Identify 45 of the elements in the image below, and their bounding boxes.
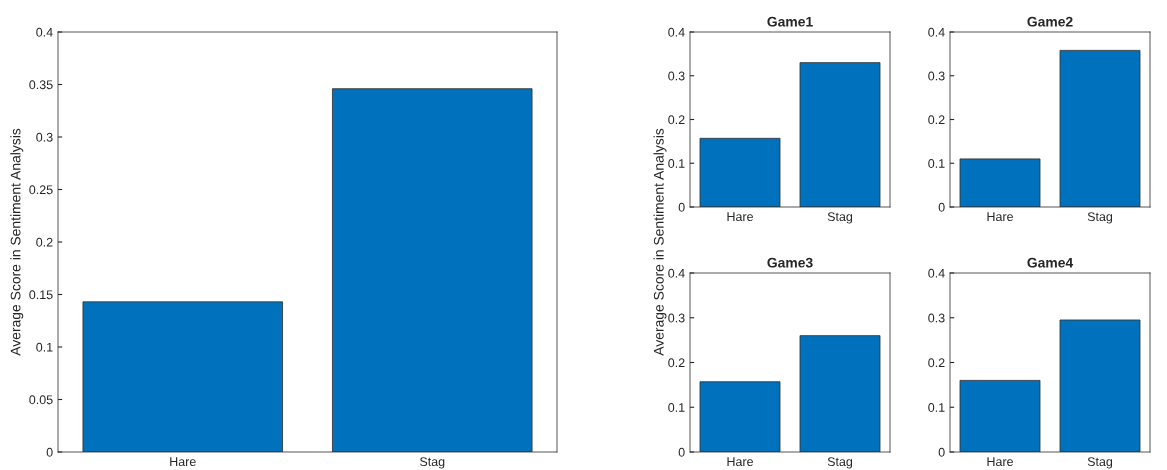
y-axis-title: Average Score in Sentiment Analysis xyxy=(653,128,667,356)
y-tick-label: 0.1 xyxy=(668,403,685,412)
x-tick-label: Stag xyxy=(827,212,853,224)
chart-title: Game1 xyxy=(767,16,813,27)
y-tick-label: 0.3 xyxy=(36,132,53,142)
y-tick-label: 0.2 xyxy=(668,115,685,125)
chart-title: Game4 xyxy=(1027,257,1074,268)
y-tick-label: 0.2 xyxy=(928,115,945,125)
y-tick-label: 0.05 xyxy=(29,395,53,405)
y-tick-label: 0.1 xyxy=(36,342,53,352)
y-tick-label: 0.1 xyxy=(928,403,945,412)
y-tick-label: 0.1 xyxy=(668,159,685,168)
x-tick-label: Stag xyxy=(1087,457,1113,469)
x-tick-label: Hare xyxy=(727,457,753,467)
y-tick-label: 0.35 xyxy=(29,80,53,90)
y-tick-label: 0.1 xyxy=(928,159,945,168)
y-tick-label: 0.4 xyxy=(36,27,53,37)
y-tick-label: 0.4 xyxy=(928,27,945,37)
x-tick-label: Stag xyxy=(827,457,853,469)
y-tick-label: 0 xyxy=(938,202,945,212)
x-tick-label: Hare xyxy=(727,212,753,222)
y-tick-label: 0.2 xyxy=(928,358,945,368)
y-tick-label: 0.3 xyxy=(928,71,945,81)
chart-title: Game2 xyxy=(1027,16,1073,27)
y-tick-label: 0.4 xyxy=(668,268,685,278)
y-axis-title: Average Score in Sentiment Analysis xyxy=(10,128,24,356)
x-tick-label: Hare xyxy=(987,212,1013,222)
y-tick-label: 0.3 xyxy=(668,313,685,323)
y-tick-label: 0 xyxy=(938,447,945,457)
x-tick-label: Stag xyxy=(419,457,445,469)
y-tick-label: 0.4 xyxy=(928,268,945,278)
y-tick-label: 0 xyxy=(678,202,685,212)
y-tick-label: 0.25 xyxy=(29,185,53,195)
y-tick-label: 0 xyxy=(678,447,685,457)
chart-title: Game3 xyxy=(767,257,813,268)
y-tick-label: 0.2 xyxy=(668,358,685,368)
y-tick-label: 0.3 xyxy=(928,313,945,323)
y-tick-label: 0.2 xyxy=(36,237,53,247)
x-tick-label: Hare xyxy=(170,457,196,467)
x-tick-label: Stag xyxy=(1087,212,1113,224)
y-tick-label: 0.15 xyxy=(29,290,53,300)
y-tick-label: 0 xyxy=(46,447,53,457)
x-tick-label: Hare xyxy=(987,457,1013,467)
y-tick-label: 0.4 xyxy=(668,27,685,37)
y-tick-label: 0.3 xyxy=(668,71,685,81)
